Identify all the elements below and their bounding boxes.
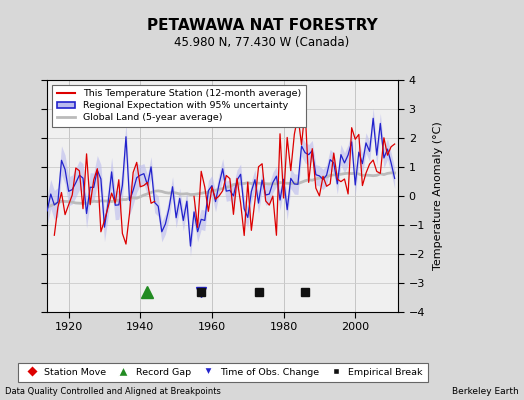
Legend: Station Move, Record Gap, Time of Obs. Change, Empirical Break: Station Move, Record Gap, Time of Obs. C… — [18, 363, 428, 382]
Text: Data Quality Controlled and Aligned at Breakpoints: Data Quality Controlled and Aligned at B… — [5, 387, 221, 396]
Y-axis label: Temperature Anomaly (°C): Temperature Anomaly (°C) — [433, 122, 443, 270]
Text: Berkeley Earth: Berkeley Earth — [452, 387, 519, 396]
Text: 45.980 N, 77.430 W (Canada): 45.980 N, 77.430 W (Canada) — [174, 36, 350, 49]
Text: PETAWAWA NAT FORESTRY: PETAWAWA NAT FORESTRY — [147, 18, 377, 33]
